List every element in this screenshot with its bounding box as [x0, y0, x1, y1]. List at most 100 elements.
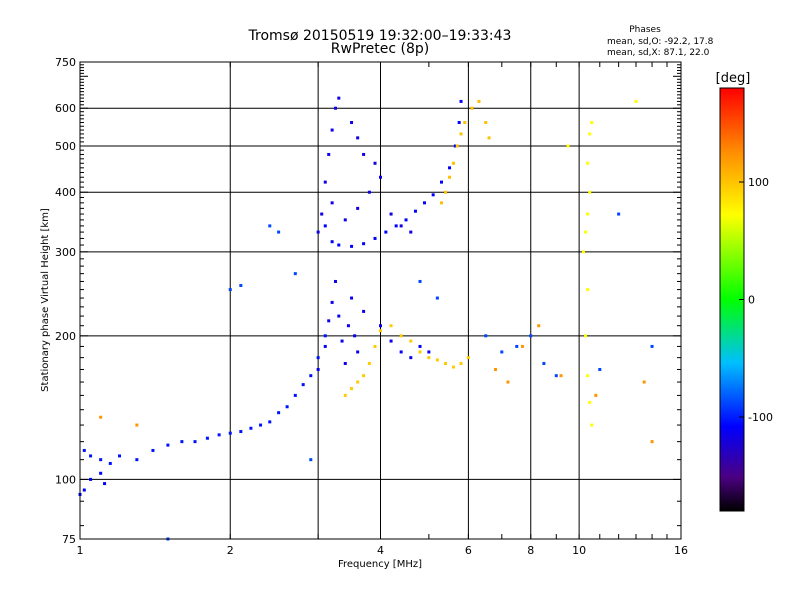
data-point: [135, 423, 139, 427]
data-point: [367, 190, 371, 194]
data-point: [404, 218, 408, 222]
data-point: [249, 426, 253, 430]
data-point: [350, 296, 354, 300]
data-point: [89, 454, 93, 458]
chart-title: Tromsø 20150519 19:32:00–19:33:43: [248, 28, 512, 44]
data-point: [399, 224, 403, 228]
data-point: [350, 244, 354, 248]
data-point: [356, 380, 360, 384]
data-point: [337, 314, 341, 318]
data-point: [239, 283, 243, 287]
data-point: [440, 180, 444, 184]
data-point: [239, 430, 243, 434]
data-point: [435, 358, 439, 362]
data-point: [82, 448, 86, 452]
data-point: [484, 334, 488, 338]
data-point: [316, 230, 320, 234]
data-point: [588, 190, 592, 194]
data-point: [448, 175, 452, 179]
data-point: [217, 433, 221, 437]
y-axis-label: Stationary phase Virtual Height [km]: [40, 208, 51, 392]
data-point: [554, 374, 558, 378]
data-point: [451, 365, 455, 369]
colorbar-tick-label: 100: [748, 176, 769, 189]
data-point: [399, 334, 403, 338]
x-tick-label: 10: [572, 544, 586, 557]
data-point: [448, 166, 452, 170]
colorbar-ticks: 100 0 -100: [739, 176, 773, 424]
data-point: [193, 440, 197, 444]
data-point: [373, 236, 377, 240]
data-point: [477, 99, 481, 103]
data-point: [590, 423, 594, 427]
data-point: [362, 309, 366, 313]
data-point: [451, 161, 455, 165]
y-tick-label: 300: [55, 246, 76, 259]
data-point: [323, 334, 327, 338]
data-point: [435, 296, 439, 300]
data-point: [323, 180, 327, 184]
data-point: [444, 190, 448, 194]
data-point: [379, 175, 382, 179]
data-point: [418, 350, 422, 354]
data-point: [301, 383, 305, 387]
data-point: [642, 380, 646, 384]
y-tick-label: 750: [55, 56, 76, 69]
data-point: [343, 218, 347, 222]
stats-heading: Phases: [629, 25, 661, 35]
data-point: [463, 121, 467, 125]
x-tick-label: 16: [674, 544, 688, 557]
data-point: [453, 144, 457, 148]
data-point: [367, 361, 371, 365]
data-point: [293, 272, 297, 276]
grid-lines: [80, 62, 681, 539]
data-point: [586, 212, 590, 216]
data-point: [362, 152, 366, 156]
data-point: [379, 329, 382, 333]
data-point: [285, 405, 289, 409]
data-point: [373, 344, 377, 348]
data-point: [99, 415, 103, 419]
data-point: [135, 458, 139, 462]
data-point: [343, 361, 347, 365]
y-tick-label: 100: [55, 473, 76, 486]
data-point: [82, 488, 86, 492]
data-point: [337, 96, 341, 100]
data-point: [337, 243, 341, 247]
x-tick-label: 1: [77, 544, 84, 557]
data-point: [586, 288, 590, 292]
data-point: [327, 152, 331, 156]
data-point: [330, 201, 334, 205]
data-point: [590, 121, 594, 125]
data-point: [108, 461, 112, 465]
data-point: [529, 334, 533, 338]
x-tick-label: 2: [227, 544, 234, 557]
data-point: [268, 420, 272, 424]
data-point: [277, 230, 281, 234]
data-point: [409, 339, 413, 343]
data-point: [389, 212, 393, 216]
x-tick-label: 8: [527, 544, 534, 557]
data-point: [586, 374, 590, 378]
data-point: [118, 454, 122, 458]
data-point: [399, 350, 403, 354]
data-point: [103, 482, 107, 486]
data-point: [487, 136, 491, 140]
data-point: [340, 339, 344, 343]
data-point: [343, 393, 347, 397]
data-point: [99, 458, 103, 462]
data-point: [389, 339, 393, 343]
data-point: [650, 344, 654, 348]
colorbar-tick-label: 0: [748, 294, 755, 307]
data-point: [362, 374, 366, 378]
data-point: [323, 344, 327, 348]
data-point: [350, 121, 354, 125]
data-point: [431, 193, 435, 197]
x-tick-label: 6: [465, 544, 472, 557]
y-tick-label: 500: [55, 140, 76, 153]
data-point: [384, 230, 388, 234]
data-point: [394, 224, 398, 228]
data-point: [440, 201, 444, 205]
data-point: [584, 334, 588, 338]
